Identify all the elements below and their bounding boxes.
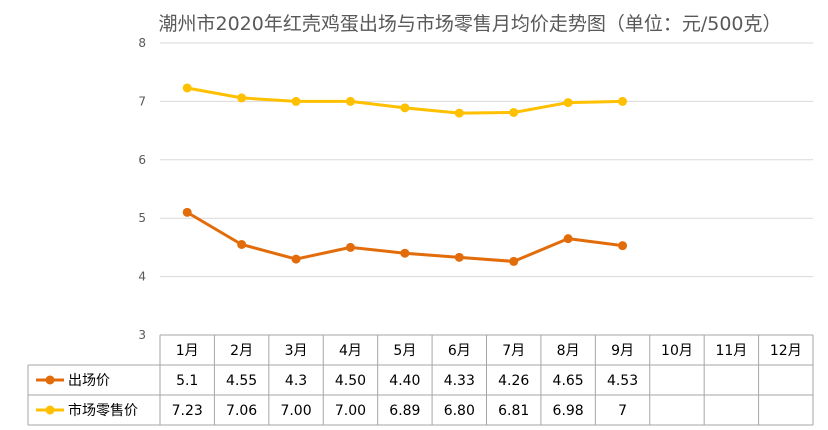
category-label: 6月 (448, 343, 471, 359)
category-label: 5月 (393, 343, 416, 359)
data-label: 4.50 (335, 373, 366, 389)
data-point (345, 96, 355, 106)
data-point (618, 96, 628, 106)
data-label: 6.81 (498, 403, 529, 419)
y-tick-label: 4 (138, 270, 146, 284)
data-label: 7.06 (226, 403, 257, 419)
data-point (454, 252, 464, 262)
data-point (237, 93, 247, 103)
data-point (563, 234, 573, 244)
data-label: 5.1 (176, 373, 198, 389)
data-point (182, 207, 192, 217)
legend-label: 市场零售价 (68, 402, 138, 419)
data-label: 7.00 (280, 403, 311, 419)
y-tick-label: 6 (138, 153, 146, 167)
category-label: 9月 (611, 343, 634, 359)
data-point (509, 256, 519, 266)
category-label: 3月 (285, 343, 308, 359)
category-label: 2月 (230, 343, 253, 359)
category-label: 4月 (339, 343, 362, 359)
data-point (563, 98, 573, 108)
data-point (291, 96, 301, 106)
legend-marker (45, 405, 55, 415)
y-tick-label: 7 (138, 94, 146, 108)
data-label: 4.3 (285, 373, 307, 389)
legend-label: 出场价 (68, 373, 110, 389)
category-label: 7月 (502, 343, 525, 359)
category-label: 10月 (661, 343, 693, 359)
data-label: 4.65 (553, 373, 584, 389)
y-tick-label: 5 (138, 211, 146, 225)
category-label: 11月 (715, 343, 747, 359)
data-point (509, 107, 519, 117)
data-label: 6.80 (444, 403, 475, 419)
data-label: 4.40 (389, 373, 420, 389)
data-point (237, 239, 247, 249)
data-label: 4.33 (444, 373, 475, 389)
data-label: 7 (618, 403, 627, 419)
data-label: 4.55 (226, 373, 257, 389)
data-point (400, 103, 410, 113)
data-point (400, 248, 410, 258)
category-label: 12月 (770, 343, 802, 359)
y-tick-label: 8 (138, 36, 146, 50)
data-label: 7.23 (172, 403, 203, 419)
data-point (345, 242, 355, 252)
legend-marker (45, 375, 55, 385)
chart-title: 潮州市2020年红壳鸡蛋出场与市场零售月均价走势图（单位：元/500克） (158, 13, 781, 35)
data-point (618, 241, 628, 251)
category-label: 1月 (176, 343, 199, 359)
data-point (454, 108, 464, 118)
data-point (291, 254, 301, 264)
data-point (182, 83, 192, 93)
category-label: 8月 (557, 343, 580, 359)
data-label: 7.00 (335, 403, 366, 419)
data-label: 6.89 (389, 403, 420, 419)
data-label: 4.53 (607, 373, 638, 389)
data-label: 4.26 (498, 373, 529, 389)
y-tick-label: 3 (138, 328, 146, 342)
data-label: 6.98 (553, 403, 584, 419)
